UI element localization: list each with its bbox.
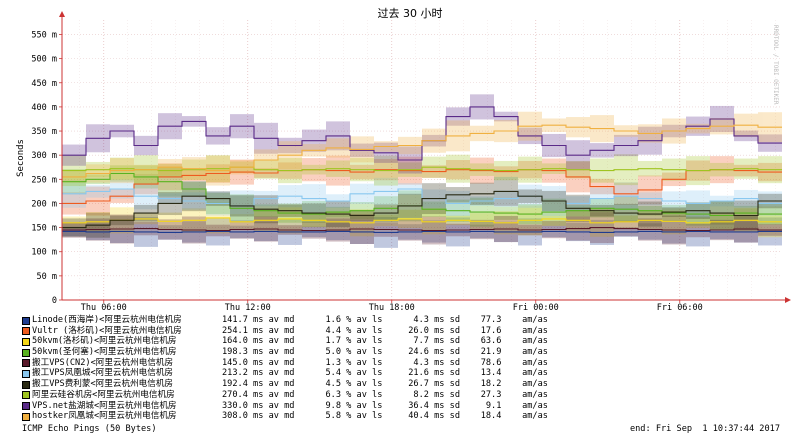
legend-series-stats: 198.3 ms av md 5.0 % av ls 24.6 ms sd 21…	[222, 347, 548, 358]
legend-series-stats: 254.1 ms av md 4.4 % av ls 26.0 ms sd 17…	[222, 325, 548, 336]
legend-series-stats: 192.4 ms av md 4.5 % av ls 26.7 ms sd 18…	[222, 379, 548, 390]
legend-swatch	[22, 412, 30, 421]
series-line	[62, 227, 782, 232]
chart-title: 过去 30 小时	[378, 7, 443, 20]
series-line	[62, 106, 782, 161]
axes	[59, 11, 791, 303]
y-tick-label: 100 m	[31, 248, 57, 258]
legend-swatch	[22, 402, 30, 410]
y-tick-label: 0	[52, 296, 57, 306]
legend-series-stats: 141.7 ms av md 1.6 % av ls 4.3 ms sd 77.…	[222, 315, 548, 325]
y-tick-label: 450 m	[31, 79, 57, 89]
y-tick-label: 150 m	[31, 224, 57, 234]
legend-series-name: 50kvm(洛杉矶)<阿里云杭州电信机房	[32, 336, 177, 347]
legend-series-name: 搬工VPS凤凰城<阿里云杭州电信机房	[32, 368, 174, 379]
legend-series-stats: 213.2 ms av md 5.4 % av ls 21.6 ms sd 13…	[222, 368, 548, 379]
y-tick-label: 50 m	[37, 272, 57, 282]
legend-swatch	[22, 337, 30, 346]
latency-chart: 过去 30 小时 RRDTOOL / TOBI OETIKER Seconds …	[16, 7, 791, 313]
legend-series-name: 阿里云硅谷机房<阿里云杭州电信机房	[32, 389, 175, 400]
series-line	[62, 172, 782, 217]
y-tick-label: 500 m	[31, 55, 57, 65]
x-axis-arrow	[785, 297, 791, 303]
series-line	[62, 217, 782, 224]
legend-series-stats: 145.0 ms av md 1.3 % av ls 4.3 ms sd 78.…	[222, 357, 548, 368]
legend-series-name: 搬工VPS费利蒙<阿里云杭州电信机房	[32, 379, 174, 390]
y-axis-label: Seconds	[16, 139, 26, 177]
x-tick-label: Thu 06:00	[81, 303, 127, 313]
footer-probe-info: ICMP Echo Pings (50 Bytes)	[22, 424, 157, 434]
x-tick-label: Fri 00:00	[513, 303, 559, 313]
x-tick-label: Fri 06:00	[657, 303, 703, 313]
y-tick-label: 250 m	[31, 175, 57, 185]
legend-series-stats: 164.0 ms av md 1.7 % av ls 7.7 ms sd 63.…	[222, 336, 548, 347]
series-line	[62, 230, 782, 233]
legend-series-name: Linode(西海岸)<阿里云杭州电信机房	[32, 315, 182, 325]
series-line	[62, 169, 782, 204]
legend-series-stats: 308.0 ms av md 5.8 % av ls 40.4 ms sd 18…	[222, 411, 548, 422]
legend-series-name: 50kvm(圣何塞)<阿里云杭州电信机房	[32, 347, 177, 358]
legend-swatch	[22, 316, 30, 325]
y-tick-label: 350 m	[31, 127, 57, 137]
x-ticks: Thu 06:00 Thu 12:00 Thu 18:00 Fri 00:00 Fri …	[81, 300, 703, 313]
legend-swatch	[22, 369, 30, 378]
footer-end-time: end: Fri Sep 1 10:37:44 2017	[629, 424, 780, 434]
series-lines	[62, 106, 782, 233]
y-axis-arrow	[59, 11, 65, 17]
x-tick-label: Thu 12:00	[225, 303, 271, 313]
legend-series-name: Vultr (洛杉矶)<阿里云杭州电信机房	[32, 325, 182, 336]
series-line	[62, 166, 782, 172]
legend-swatch	[22, 391, 30, 400]
legend-series-stats: 270.4 ms av md 6.3 % av ls 8.2 ms sd 27.…	[222, 389, 548, 400]
legend-swatch	[22, 359, 30, 368]
rrdtool-watermark: RRDTOOL / TOBI OETIKER	[772, 25, 779, 105]
legend-series-stats: 330.0 ms av md 9.8 % av ls 36.4 ms sd 9.…	[222, 400, 548, 411]
legend-swatch	[22, 348, 30, 357]
y-tick-label: 550 m	[31, 30, 57, 40]
y-ticks: 0 50 m 100 m 150 m 200 m 250 m 300 m 350 m 400 m…	[31, 30, 62, 306]
y-tick-label: 300 m	[31, 151, 57, 161]
legend-series-name: 搬工VPS(CN2)<阿里云杭州电信机房	[32, 357, 174, 368]
legend-swatch	[22, 327, 30, 336]
y-tick-label: 400 m	[31, 103, 57, 113]
legend-series-name: VPS.net盐湖城<阿里云杭州电信机房	[32, 400, 177, 411]
series-line	[62, 190, 782, 229]
legend-swatch	[22, 380, 30, 389]
legend-series-name: hostker凤凰城<阿里云杭州电信机房	[32, 411, 177, 422]
x-tick-label: Thu 18:00	[369, 303, 415, 313]
series-line	[62, 124, 782, 178]
y-tick-label: 200 m	[31, 199, 57, 209]
